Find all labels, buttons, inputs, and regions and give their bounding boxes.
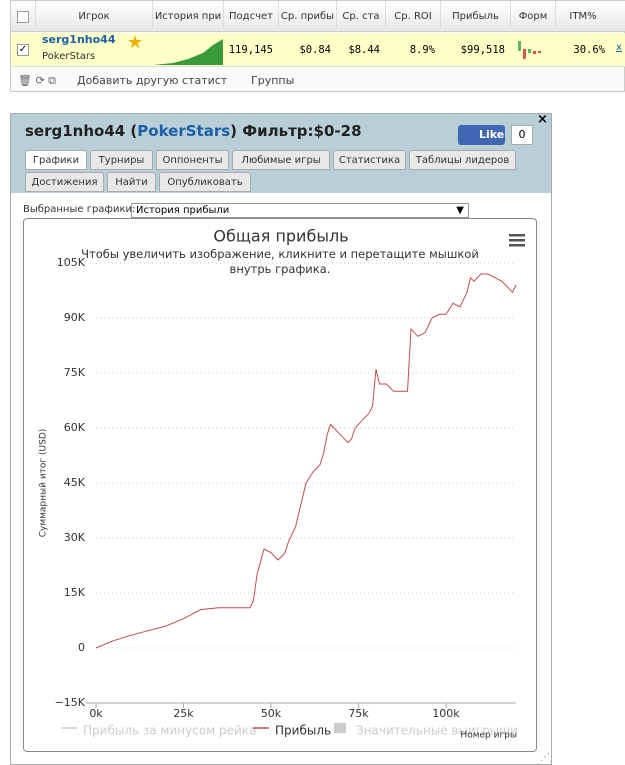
data-row xyxy=(11,33,625,67)
form-icon xyxy=(518,41,541,59)
add-stat[interactable]: Добавить другую статистик xyxy=(77,74,227,87)
tab[interactable]: Статистика xyxy=(333,150,406,170)
cell: $0.84 xyxy=(299,44,331,56)
x-tick-label: 0k xyxy=(89,707,103,720)
x-tick-label: 50k xyxy=(261,707,282,720)
cell: 119,145 xyxy=(228,44,273,56)
column-header[interactable]: Форм xyxy=(510,1,555,32)
checkbox[interactable] xyxy=(17,11,29,23)
x-tick-label: 75k xyxy=(348,707,369,720)
chart-selector[interactable]: История прибыли ▼ xyxy=(131,203,469,218)
chart-title: Общая прибыль xyxy=(213,227,348,246)
tab[interactable]: Графики xyxy=(25,150,87,170)
cell: $99,518 xyxy=(460,44,505,56)
tab[interactable]: Достижения xyxy=(25,172,104,192)
y-tick-label: 105K xyxy=(57,256,86,269)
x-tick-label: 100k xyxy=(432,707,460,720)
header-row xyxy=(11,1,625,32)
y-tick-label: 60K xyxy=(64,421,86,434)
like-count: 0 xyxy=(511,125,533,145)
column-header[interactable]: Ср. ста xyxy=(336,1,385,32)
column-header[interactable]: Игрок xyxy=(35,1,152,32)
close-button[interactable]: × xyxy=(537,112,548,127)
profit-line xyxy=(95,273,517,649)
y-tick-label: 75K xyxy=(64,366,86,379)
groups-button[interactable]: Группы xyxy=(251,74,295,87)
remove-link[interactable]: x xyxy=(616,42,622,53)
player-site: PokerStars xyxy=(42,51,96,62)
tab[interactable]: Любимые игры xyxy=(232,150,330,170)
y-tick-label: 30K xyxy=(64,531,86,544)
legend-item[interactable]: Прибыль xyxy=(275,724,331,738)
chart-subtitle: Чтобы увеличить изображение, кликните и … xyxy=(81,247,479,276)
tab[interactable]: Турниры xyxy=(90,150,153,170)
cell: 8.9% xyxy=(409,44,435,56)
title-part: ) Фильтр:$0-28 xyxy=(230,122,362,140)
tab[interactable]: Таблицы лидеров xyxy=(409,150,516,170)
y-tick-label: 15K xyxy=(64,586,86,599)
selector-value: История прибыли xyxy=(136,205,230,216)
legend-item[interactable]: Значительные выигрыши xyxy=(356,724,518,738)
site-link[interactable]: PokerStars xyxy=(137,122,231,140)
legend-symbol xyxy=(334,723,346,733)
like-text: Like xyxy=(479,128,505,141)
tab[interactable]: Опубликовать xyxy=(159,172,251,192)
tab[interactable]: Найти xyxy=(107,172,156,192)
panel-title: serg1nho44 (PokerStars) Фильтр:$0-28 xyxy=(25,122,362,140)
y-axis-title: Суммарный итог (USD) xyxy=(39,429,49,538)
y-tick-label: 90K xyxy=(64,311,86,324)
column-header[interactable]: Подсчет xyxy=(223,1,278,32)
menu-icon[interactable] xyxy=(509,234,525,247)
column-header[interactable]: Ср. прибы xyxy=(278,1,336,32)
like-button[interactable]: Like xyxy=(458,125,505,145)
toolbar-icons[interactable]: 🗑 ⟳ ⧉ xyxy=(18,74,57,87)
resize-handle[interactable]: ⋰ xyxy=(540,752,550,763)
column-header[interactable]: Ср. ROI xyxy=(385,1,440,32)
cell: $8.44 xyxy=(348,44,380,56)
chart: Общая прибыль Суммарный итог (USD) −15K0… xyxy=(39,227,525,741)
checkbox[interactable]: ✓ xyxy=(17,44,29,56)
panel xyxy=(10,113,552,765)
column-header[interactable]: ITM% xyxy=(555,1,610,32)
player-name[interactable]: serg1nho44 xyxy=(42,33,116,46)
selector-label: Выбранные графики: xyxy=(23,204,136,215)
title-part: serg1nho44 ( xyxy=(25,122,138,140)
y-tick-label: 45K xyxy=(64,476,86,489)
column-header[interactable]: Прибыль xyxy=(440,1,510,32)
favorite-star[interactable]: ★ xyxy=(127,32,144,53)
history-sparkline xyxy=(153,39,223,65)
cell: 30.6% xyxy=(573,44,605,56)
column-header[interactable]: История при xyxy=(152,1,223,32)
x-axis-title: Номер игры xyxy=(460,731,517,741)
y-tick-label: −15K xyxy=(55,696,86,709)
x-tick-label: 25k xyxy=(173,707,194,720)
y-tick-label: 0 xyxy=(78,641,85,654)
legend-item[interactable]: Прибыль за минусом рейка xyxy=(83,724,256,738)
tab[interactable]: Оппоненты xyxy=(156,150,229,170)
chart-box xyxy=(23,218,537,752)
